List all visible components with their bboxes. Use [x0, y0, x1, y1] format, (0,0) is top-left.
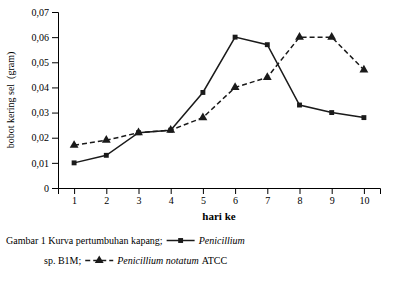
x-tick-label: 10: [359, 195, 369, 206]
y-tick-mark: [52, 87, 58, 88]
y-tick-label: 0: [44, 183, 49, 194]
x-tick-mark: [106, 188, 107, 194]
y-tick: 0,07: [32, 7, 59, 18]
x-tick: 2: [104, 188, 109, 206]
data-point: [231, 82, 240, 90]
y-tick-label: 0,05: [32, 57, 50, 68]
data-point: [327, 32, 336, 40]
y-tick-mark: [52, 138, 58, 139]
y-tick-label: 0,03: [32, 107, 50, 118]
y-tick-label: 0,02: [32, 132, 50, 143]
data-point: [329, 110, 334, 115]
x-tick-mark: [171, 188, 172, 194]
caption-symbol: [167, 238, 195, 243]
y-axis-label: bobot kering sel (gram): [5, 52, 17, 149]
y-tick: 0: [44, 183, 58, 194]
data-point: [359, 65, 368, 73]
y-axis-line: [52, 13, 59, 189]
x-tick: 1: [72, 188, 77, 206]
y-tick-mark: [52, 188, 58, 189]
y-tick: 0,03: [32, 107, 59, 118]
data-point: [70, 140, 79, 148]
y-tick: 0,06: [32, 32, 59, 43]
data-point: [263, 72, 272, 80]
x-tick-label: 1: [72, 195, 77, 206]
y-tick-label: 0,04: [32, 82, 50, 93]
x-tick: 9: [330, 188, 335, 206]
y-tick-mark: [52, 62, 58, 63]
x-tick-label: 5: [201, 195, 206, 206]
y-tick-mark: [52, 37, 58, 38]
data-point: [295, 32, 304, 40]
x-tick-label: 9: [330, 195, 335, 206]
chart: 1 2 3 4 5 6 7 8 9 10 0 0,01 0,02 0,03 0,04 0,05 0,06 0,07…: [0, 0, 394, 284]
caption-text: sp. B1M;: [44, 255, 81, 266]
series-line: [74, 37, 364, 163]
y-tick-mark: [52, 113, 58, 114]
x-tick-mark: [203, 188, 204, 194]
caption-symbol-marker: [95, 255, 104, 263]
x-tick-label: 3: [137, 195, 142, 206]
y-axis: 0 0,01 0,02 0,03 0,04 0,05 0,06 0,07: [32, 7, 59, 194]
y-tick: 0,02: [32, 132, 59, 143]
caption-symbol: [85, 255, 113, 263]
x-tick-label: 7: [265, 195, 270, 206]
x-tick: 5: [201, 188, 206, 206]
data-point: [200, 90, 205, 95]
x-tick: 4: [169, 188, 174, 206]
data-point: [233, 35, 238, 40]
data-point: [166, 125, 175, 133]
data-point: [198, 112, 207, 120]
y-tick-label: 0,01: [32, 158, 50, 169]
x-tick-mark: [364, 188, 365, 194]
data-point: [72, 160, 77, 165]
x-tick: 7: [265, 188, 270, 206]
data-point: [265, 42, 270, 47]
x-tick-mark: [267, 188, 268, 194]
x-tick-mark: [332, 188, 333, 194]
data-point: [297, 103, 302, 108]
x-tick-label: 4: [169, 195, 174, 206]
x-tick-label: 6: [233, 195, 238, 206]
caption: Gambar 1 Kurva pertumbuhan kapang; Penici…: [6, 235, 245, 266]
y-tick-label: 0,07: [32, 7, 50, 18]
caption-text: ATCC: [202, 255, 228, 266]
plot-area: [70, 32, 369, 165]
series-line: [74, 37, 364, 145]
x-tick-mark: [235, 188, 236, 194]
data-point: [104, 153, 109, 158]
caption-text: Gambar 1 Kurva pertumbuhan kapang;: [6, 235, 163, 246]
x-tick-mark: [74, 188, 75, 194]
x-axis-label: hari ke: [202, 210, 235, 222]
y-tick-mark: [52, 12, 58, 13]
data-point: [134, 128, 143, 136]
y-tick: 0,05: [32, 57, 59, 68]
y-tick: 0,04: [32, 82, 59, 93]
x-tick-mark: [300, 188, 301, 194]
data-point: [361, 115, 366, 120]
x-axis-line: [59, 189, 381, 195]
data-point: [102, 135, 111, 143]
caption-symbol-marker: [178, 238, 183, 243]
x-tick-label: 8: [298, 195, 303, 206]
x-tick: 10: [359, 188, 369, 206]
x-tick-label: 2: [104, 195, 109, 206]
y-tick: 0,01: [32, 158, 59, 169]
x-tick-mark: [139, 188, 140, 194]
caption-text: Penicillium: [198, 235, 245, 246]
y-tick-mark: [52, 163, 58, 164]
x-axis: 1 2 3 4 5 6 7 8 9 10: [59, 188, 381, 206]
y-tick-label: 0,06: [32, 32, 50, 43]
caption-text: Penicillium notatum: [116, 255, 198, 266]
x-tick: 3: [137, 188, 142, 206]
x-tick: 6: [233, 188, 238, 206]
x-tick: 8: [298, 188, 303, 206]
